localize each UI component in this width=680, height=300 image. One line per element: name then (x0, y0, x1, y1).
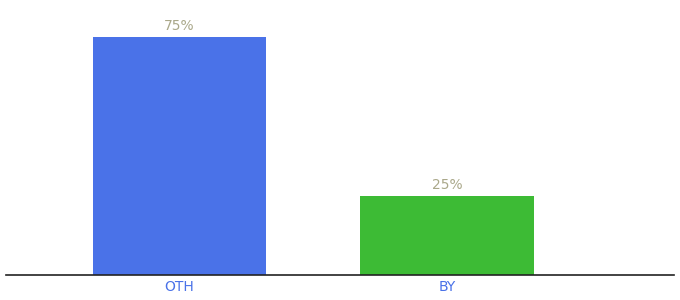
Text: 25%: 25% (432, 178, 462, 192)
Bar (92, 37, 267, 275)
Text: 75%: 75% (164, 20, 194, 33)
Bar (360, 196, 534, 275)
